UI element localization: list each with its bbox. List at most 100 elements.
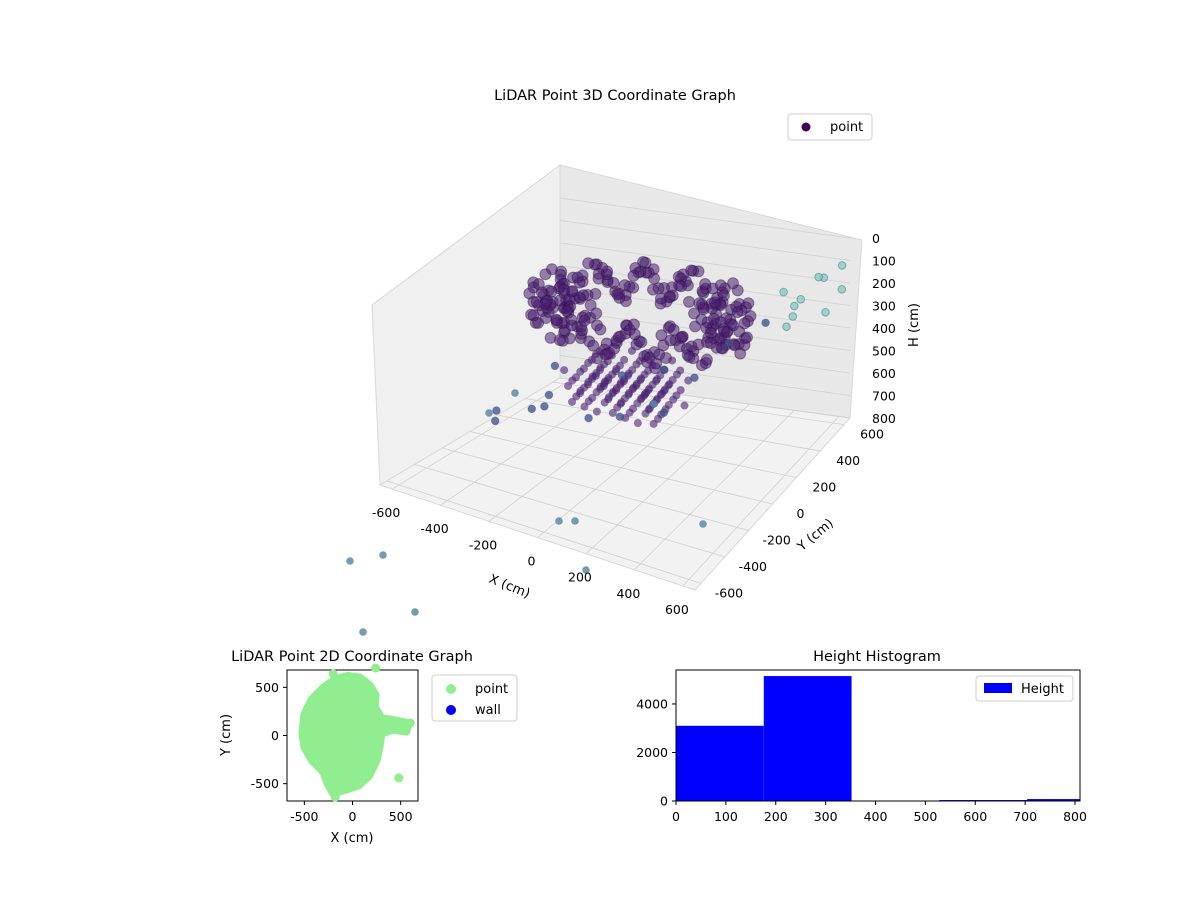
point-3d (591, 371, 600, 380)
point-3d (730, 300, 743, 313)
point-3d (814, 272, 823, 282)
point-3d (545, 285, 558, 298)
point-3d (612, 386, 621, 395)
histogram-bar (1027, 799, 1080, 801)
point-3d (788, 312, 798, 321)
point-3d (761, 318, 770, 328)
point-3d (644, 405, 653, 414)
point-3d (564, 381, 573, 390)
point-3d (544, 390, 554, 400)
point-3d (699, 277, 712, 290)
point-3d (644, 366, 653, 375)
point-3d (532, 278, 545, 291)
point-3d-outlier (346, 557, 354, 565)
point-3d (633, 419, 642, 428)
y-axis-label-2d: Y (cm) (219, 714, 234, 757)
point-3d (654, 292, 667, 305)
y-axis-label-3d: Y (cm) (794, 516, 837, 555)
point-3d-outlier (571, 517, 579, 525)
y-tick-label-hist: 2000 (636, 745, 668, 760)
point-3d (592, 407, 601, 416)
point-3d (734, 347, 747, 360)
point-3d (724, 338, 733, 348)
point-3d (659, 408, 669, 417)
point-3d (790, 301, 799, 311)
z-tick-label-3d: 800 (872, 411, 896, 426)
x-tick-label-hist: 200 (764, 809, 788, 824)
point-3d-outlier (650, 400, 658, 408)
points-2d (298, 663, 415, 802)
histogram-title: Height Histogram (813, 649, 941, 665)
grid-line (442, 447, 749, 531)
point-3d (685, 264, 698, 277)
legend-label-point-2d: point (475, 682, 508, 697)
chart-2d-title: LiDAR Point 2D Coordinate Graph (231, 649, 473, 665)
x-tick-label-3d: 600 (665, 602, 689, 617)
point-3d (557, 283, 570, 296)
point-3d (579, 364, 588, 373)
point-3d (624, 371, 633, 380)
chart-3d-title: LiDAR Point 3D Coordinate Graph (494, 88, 736, 104)
y-tick-label-3d: 400 (836, 453, 860, 468)
grid-line (497, 414, 797, 478)
z-axis-label-3d: H (cm) (907, 303, 922, 347)
point-3d (565, 313, 578, 326)
legend-marker-wall-2d (446, 705, 456, 715)
point-3d (603, 357, 612, 366)
point-3d (646, 283, 659, 296)
point-3d (590, 307, 603, 320)
histogram-bar (676, 725, 764, 801)
x-axis-label-3d: X (cm) (487, 572, 532, 602)
point-3d (673, 340, 686, 353)
point-3d (595, 366, 604, 375)
point-3d (523, 287, 536, 300)
legend-label-height: Height (1021, 682, 1064, 697)
histogram-bar (763, 676, 852, 801)
point-3d (704, 337, 717, 350)
point-3d (652, 376, 661, 385)
y-tick-label-3d: 600 (860, 427, 884, 442)
point-3d (629, 404, 638, 413)
points-3d (346, 255, 847, 636)
point-3d (620, 355, 629, 364)
grid-line (386, 480, 702, 584)
y-tick-label-2d: 0 (271, 728, 279, 743)
point-3d (721, 326, 734, 339)
point-3d (683, 295, 696, 308)
point-3d (640, 391, 649, 400)
histogram-bars (676, 676, 1080, 801)
x-tick-label-hist: 500 (913, 809, 937, 824)
z-tick-label-3d: 200 (872, 276, 896, 291)
point-3d (664, 381, 673, 390)
point-3d (577, 289, 590, 302)
y-tick-label-3d: -600 (715, 585, 743, 600)
point-2d (334, 786, 344, 796)
point-3d (655, 329, 668, 342)
point-3d (611, 367, 620, 376)
point-3d (617, 371, 627, 380)
point-3d (695, 313, 708, 326)
point-3d (644, 386, 653, 395)
point-3d (492, 406, 501, 415)
point-3d-outlier (359, 628, 367, 636)
point-3d (690, 373, 699, 382)
point-2d (338, 673, 348, 683)
point-3d (608, 408, 617, 417)
x-tick-label-2d: 500 (389, 809, 413, 824)
legend-marker-point-3d (801, 122, 811, 132)
x-tick-label-3d: -600 (372, 505, 400, 520)
point-2d (371, 663, 381, 673)
chart-histogram: Height Histogram 0 100 200 300 400 500 600 700 8… (636, 649, 1087, 824)
point-3d (627, 318, 640, 331)
point-3d (684, 376, 693, 385)
x-tick-label-3d: -400 (420, 521, 448, 536)
point-3d (668, 356, 677, 365)
point-3d (635, 336, 648, 349)
point-3d-outlier (411, 608, 419, 616)
point-3d (627, 346, 636, 355)
point-3d (604, 376, 612, 385)
point-3d (550, 316, 563, 329)
point-3d (560, 366, 569, 375)
point-3d (615, 361, 624, 370)
